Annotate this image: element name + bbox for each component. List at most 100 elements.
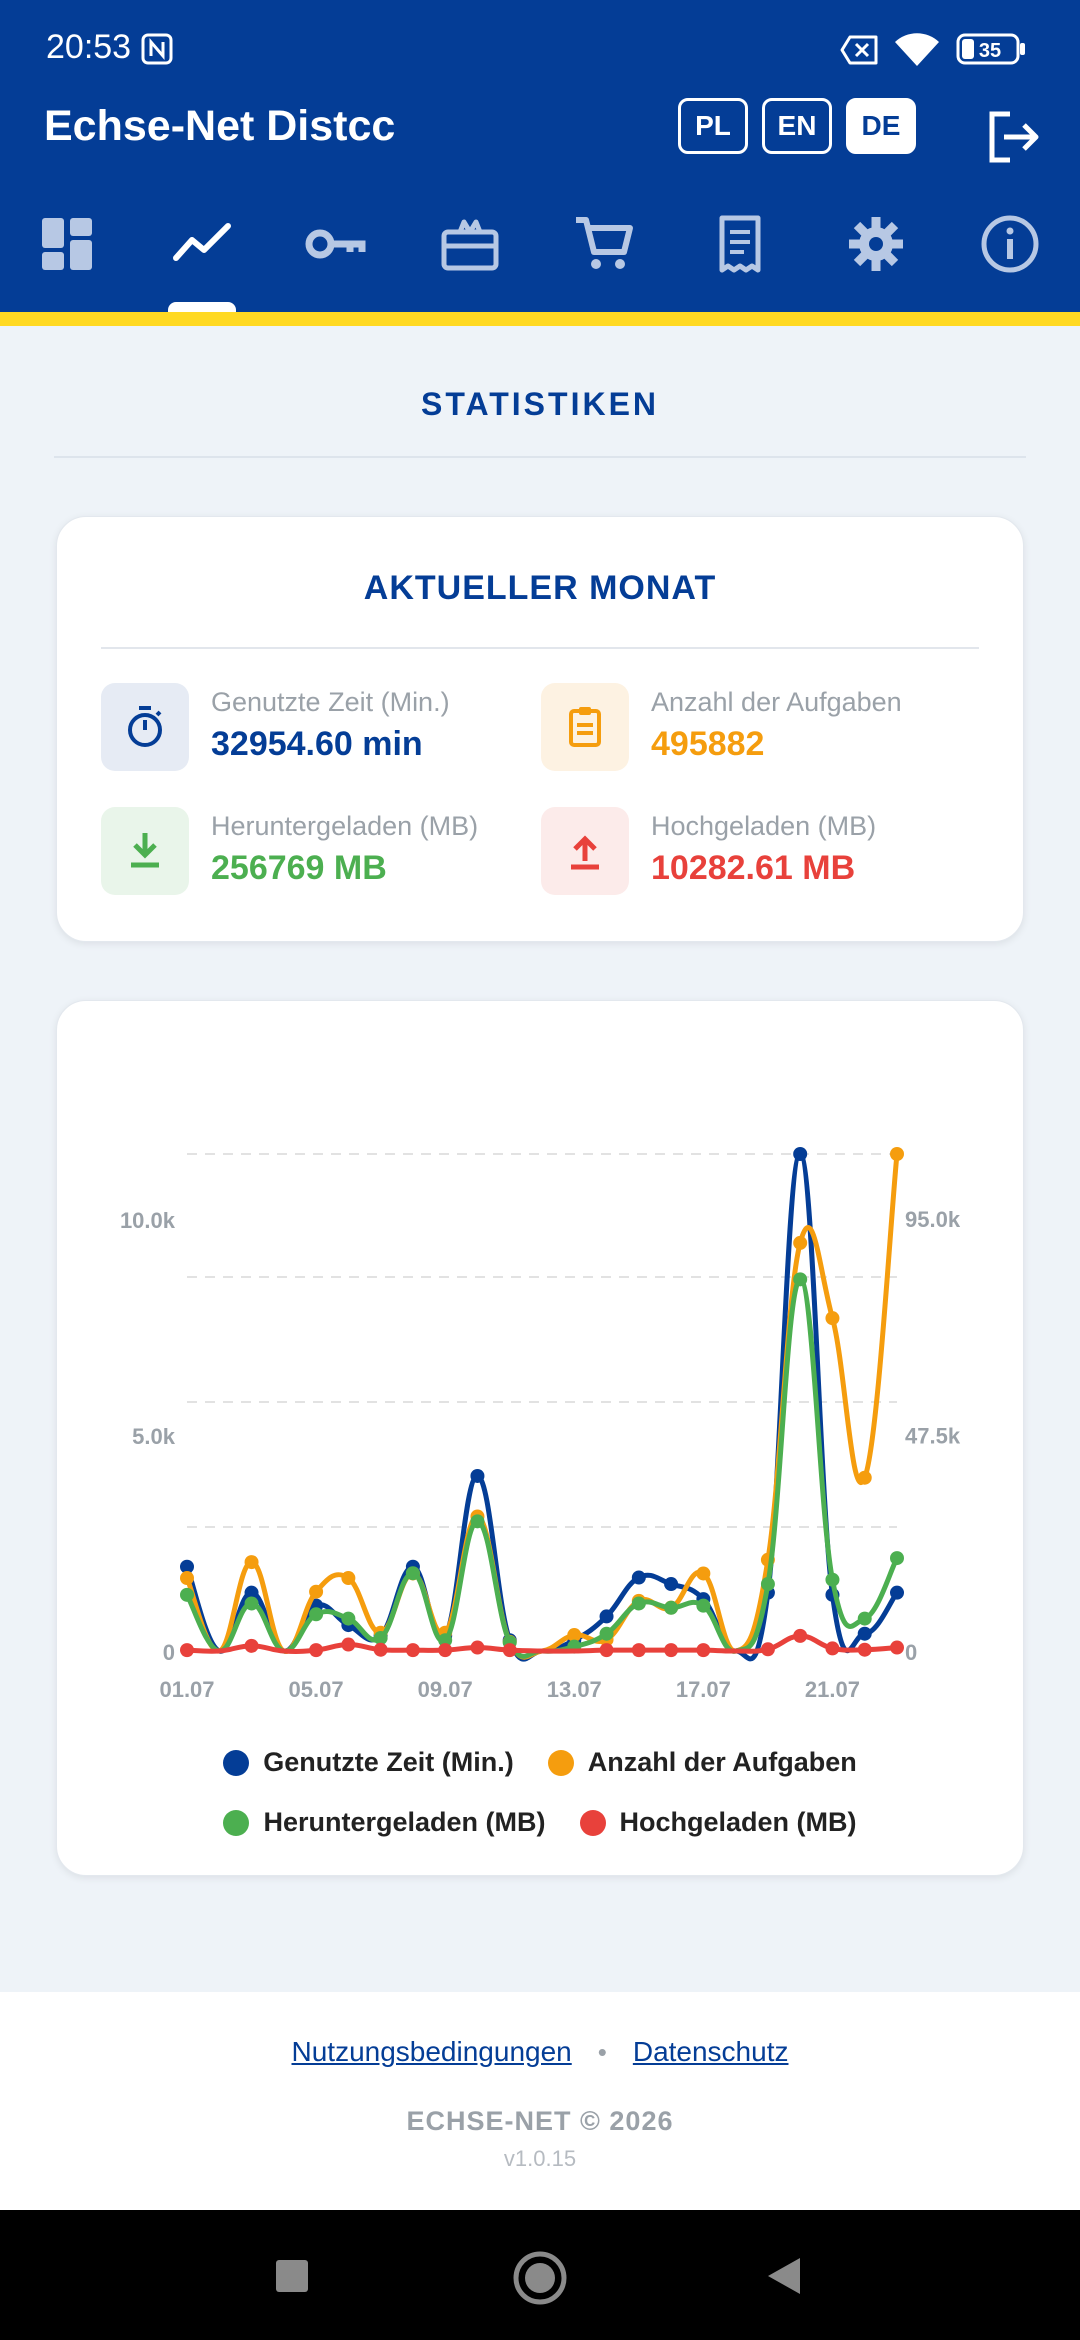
data-point (244, 1638, 259, 1653)
legend-item-used-time[interactable]: Genutzte Zeit (Min.) (223, 1747, 514, 1778)
terms-link[interactable]: Nutzungsbedingungen (291, 2036, 572, 2067)
data-point (180, 1559, 194, 1574)
data-point (180, 1587, 194, 1602)
back-icon[interactable] (764, 2256, 804, 2296)
lang-button-en[interactable]: EN (762, 98, 832, 154)
data-point (793, 1147, 808, 1161)
y-left-tick-label: 5.0k (132, 1424, 176, 1449)
privacy-link[interactable]: Datenschutz (632, 2036, 789, 2067)
legend-item-uploaded[interactable]: Hochgeladen (MB) (579, 1807, 857, 1838)
stopwatch-icon (101, 683, 189, 771)
app-version: v1.0.15 (503, 2146, 577, 2171)
cart-icon[interactable] (572, 212, 636, 276)
data-point (309, 1643, 324, 1658)
data-point (373, 1631, 388, 1646)
data-point (599, 1626, 614, 1641)
data-point (470, 1468, 485, 1483)
dashboard-icon[interactable] (36, 212, 100, 276)
card-divider (101, 647, 979, 649)
active-tab-indicator (168, 302, 236, 314)
data-point (857, 1642, 872, 1657)
chart-line-icon[interactable] (170, 212, 234, 276)
status-bar: 20:53 35 (0, 0, 1080, 100)
data-point (890, 1640, 904, 1655)
legend-dot (579, 1809, 606, 1836)
legend-label: Genutzte Zeit (Min.) (263, 1747, 514, 1777)
series-line (184, 1276, 900, 1659)
y-right-tick-label: 0 (905, 1640, 917, 1665)
recents-icon[interactable] (274, 2258, 310, 2294)
series-line (184, 1151, 900, 1662)
line-chart: 0 5.0k 10.0k 0 47.5k 95.0k 01.07 05.07 09.07 13.0… (120, 1147, 961, 1702)
legend-dot (223, 1809, 250, 1836)
data-point (309, 1584, 324, 1599)
clipboard-icon (541, 683, 629, 771)
gear-icon[interactable] (844, 212, 908, 276)
page-title: STATISTIKEN (420, 386, 660, 422)
data-point (857, 1626, 872, 1641)
app-header: 20:53 35 Echse-Net Distcc PL EN DE (0, 0, 1080, 314)
data-point (502, 1643, 517, 1658)
data-point (180, 1643, 194, 1658)
data-point (341, 1571, 356, 1586)
data-point (599, 1643, 614, 1658)
data-point (696, 1598, 711, 1613)
stat-used-time: Genutzte Zeit (Min.) 32954.60 min (101, 683, 521, 783)
data-point (244, 1585, 259, 1600)
logout-icon[interactable] (984, 108, 1042, 166)
legend-item-task-count[interactable]: Anzahl der Aufgaben (547, 1747, 857, 1778)
data-point (599, 1609, 614, 1624)
legend-dot (547, 1749, 574, 1776)
data-point (341, 1611, 356, 1626)
card-title: AKTUELLER MONAT (363, 569, 717, 607)
stat-label: Heruntergeladen (MB) (211, 811, 479, 841)
data-point (341, 1637, 356, 1652)
legend-dot (223, 1749, 250, 1776)
data-point (309, 1607, 324, 1622)
data-point (760, 1577, 775, 1592)
status-time: 20:53 (46, 28, 132, 66)
x-tick-label: 13.07 (547, 1677, 602, 1702)
key-icon[interactable] (304, 212, 368, 276)
data-point (793, 1235, 808, 1250)
data-point (631, 1596, 646, 1611)
data-point (664, 1577, 679, 1592)
x-tick-label: 01.07 (159, 1677, 214, 1702)
stat-label: Hochgeladen (MB) (651, 811, 877, 841)
x-tick-label: 17.07 (676, 1677, 731, 1702)
receipt-icon[interactable] (708, 212, 772, 276)
lang-button-de[interactable]: DE (846, 98, 916, 154)
legend-item-downloaded[interactable]: Heruntergeladen (MB) (223, 1807, 546, 1838)
legend-label: Anzahl der Aufgaben (587, 1747, 857, 1777)
nfc-icon (141, 33, 173, 65)
data-point (696, 1566, 711, 1581)
data-point (696, 1643, 711, 1658)
data-point (760, 1642, 775, 1657)
app-title: Echse-Net Distcc (44, 102, 396, 150)
y-right-tick-label: 95.0k (905, 1207, 961, 1232)
lang-button-pl[interactable]: PL (678, 98, 748, 154)
wifi-icon (895, 33, 939, 66)
footer-links: Nutzungsbedingungen • Datenschutz (0, 2036, 1080, 2068)
home-icon[interactable] (512, 2250, 568, 2306)
stat-uploaded: Hochgeladen (MB) 10282.61 MB (541, 807, 961, 907)
data-point (857, 1611, 872, 1626)
info-icon[interactable] (978, 212, 1042, 276)
footer-separator: • (597, 2036, 607, 2067)
data-point (373, 1642, 388, 1657)
gift-card-icon[interactable] (438, 212, 502, 276)
battery-level: 35 (979, 40, 1001, 62)
data-point (244, 1596, 259, 1611)
y-right-tick-label: 47.5k (905, 1423, 961, 1448)
statistics-chart-card: 0 5.0k 10.0k 0 47.5k 95.0k 01.07 05.07 09.07 13.0… (56, 1000, 1024, 1876)
data-point (470, 1640, 485, 1655)
y-left-tick-label: 0 (163, 1640, 175, 1665)
data-point (664, 1643, 679, 1658)
data-point (890, 1147, 904, 1161)
download-icon (101, 807, 189, 895)
data-point (857, 1470, 872, 1485)
data-point (567, 1628, 582, 1643)
legend-label: Hochgeladen (MB) (619, 1807, 857, 1837)
chart-legend-row-2: Heruntergeladen (MB) Hochgeladen (MB) (57, 1807, 1023, 1838)
stat-label: Anzahl der Aufgaben (651, 687, 902, 717)
